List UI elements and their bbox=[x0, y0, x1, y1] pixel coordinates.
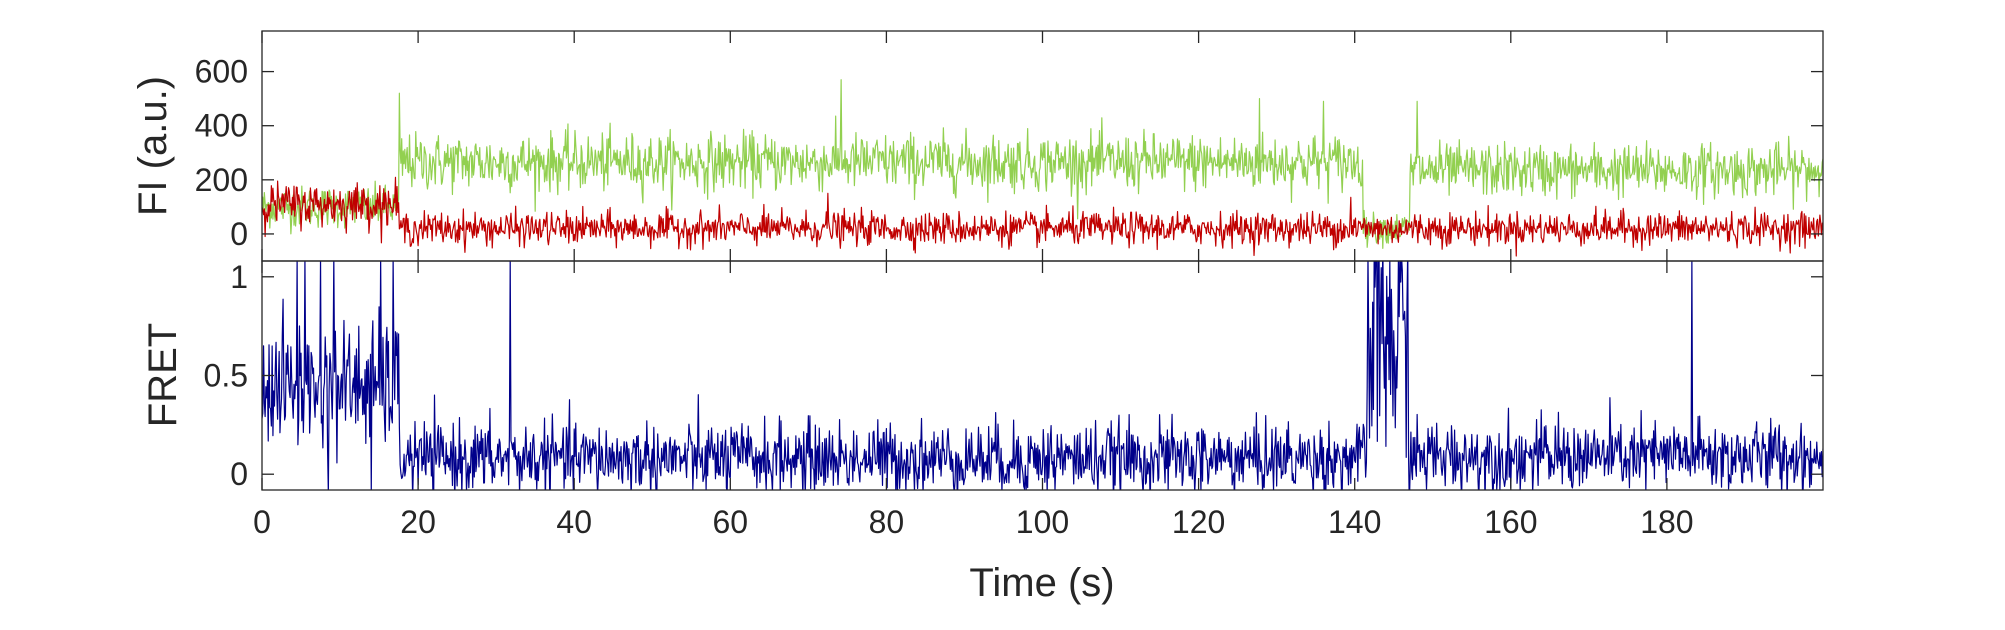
panel-bottom-frame bbox=[261, 260, 1824, 491]
y-tick-label: 400 bbox=[195, 108, 248, 144]
x-axis-label: Time (s) bbox=[969, 561, 1114, 605]
acceptor-intensity-line bbox=[262, 79, 1823, 249]
x-tick-label: 180 bbox=[1640, 504, 1693, 540]
y-tick-label: 200 bbox=[195, 162, 248, 198]
intensity-series-group bbox=[262, 79, 1823, 257]
x-tick-label: 80 bbox=[869, 504, 905, 540]
x-tick-label: 100 bbox=[1016, 504, 1069, 540]
top-y-axis-label: FI (a.u.) bbox=[131, 76, 175, 216]
bottom-y-axis-label: FRET bbox=[141, 323, 185, 427]
x-tick-label: 160 bbox=[1484, 504, 1537, 540]
donor-intensity-line bbox=[262, 176, 1823, 257]
y-tick-label: 0 bbox=[230, 456, 248, 492]
x-tick-label: 60 bbox=[713, 504, 749, 540]
tick-group: 0 200 400 600 0 0.5 1 0 20 40 60 80 100 120 140 160 180 bbox=[195, 31, 1823, 540]
x-tick-label: 0 bbox=[253, 504, 271, 540]
y-tick-label: 0 bbox=[230, 216, 248, 252]
x-tick-label: 140 bbox=[1328, 504, 1381, 540]
x-tick-label: 120 bbox=[1172, 504, 1225, 540]
y-tick-label: 600 bbox=[195, 54, 248, 90]
fret-series-group bbox=[262, 261, 1823, 490]
fret-efficiency-line bbox=[262, 261, 1823, 490]
y-tick-label: 1 bbox=[230, 259, 248, 295]
x-tick-label: 40 bbox=[556, 504, 592, 540]
y-tick-label: 0.5 bbox=[204, 358, 248, 394]
x-tick-label: 20 bbox=[400, 504, 436, 540]
